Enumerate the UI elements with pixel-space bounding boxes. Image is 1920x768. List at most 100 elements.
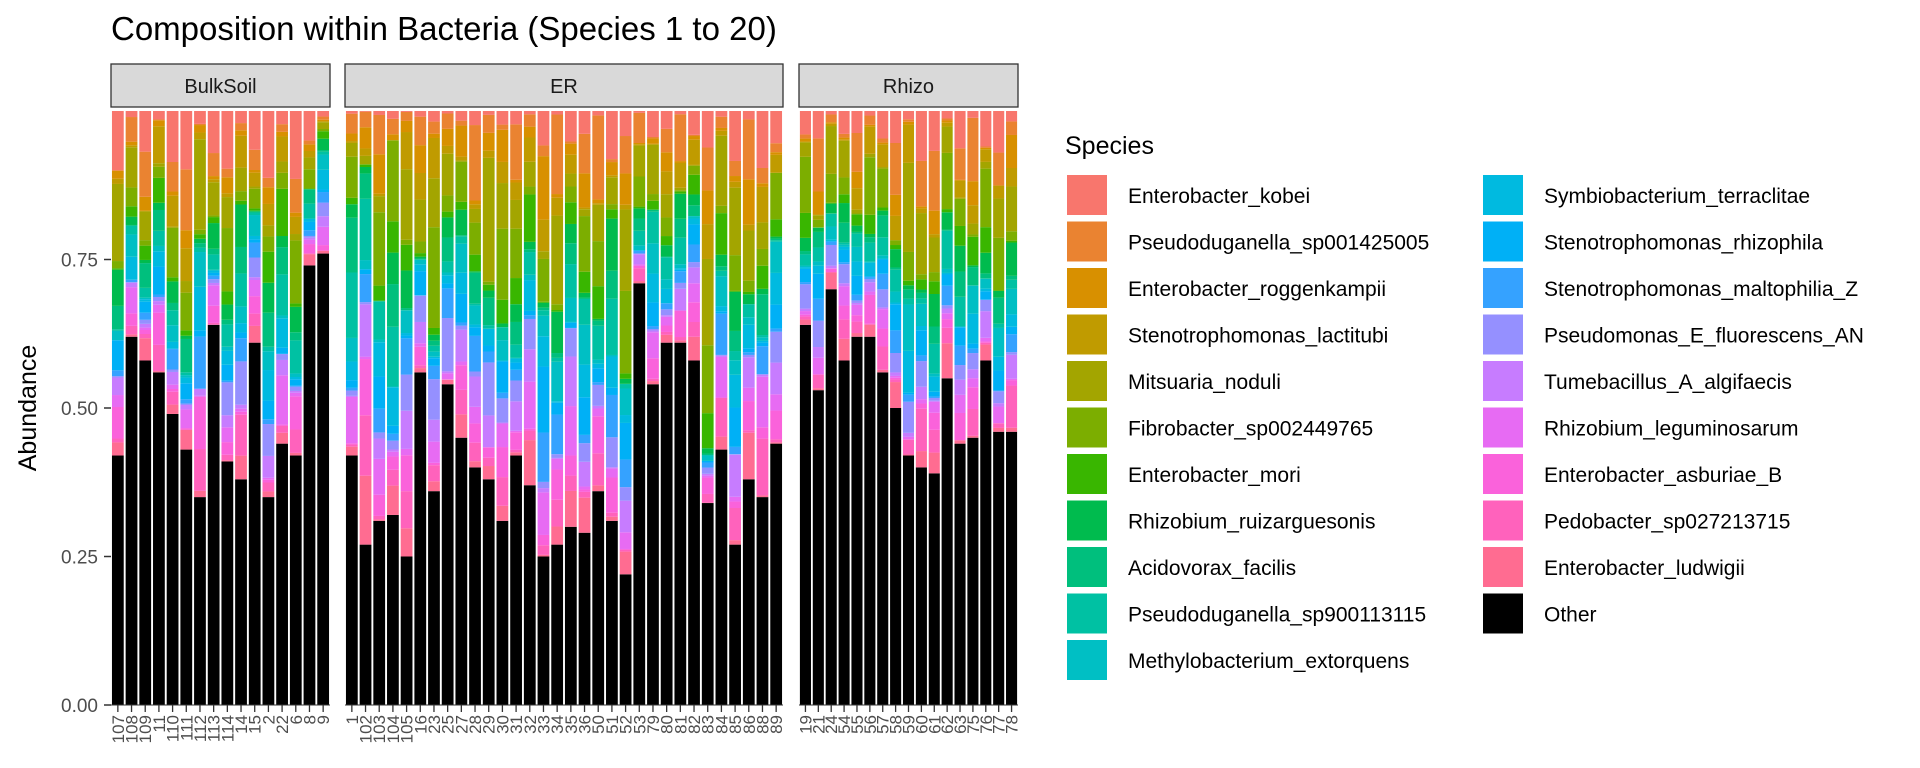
bar-segment-other [317,253,330,705]
bar-segment-stenotrophomonas_rhizophila [469,327,481,336]
bar-segment-enterobacter_mori [523,194,536,242]
bar-segment-stenotrophomonas_lactitubi [221,193,234,198]
bar-segment-enterobacter_kobei [812,111,824,139]
bar-segment-enterobacter_roggenkampii [303,144,316,151]
bar-segment-enterobacter_ludwigii [387,485,399,515]
legend-item-enterobacter_asburiae_b: Enterobacter_asburiae_B [1483,454,1782,494]
bar-segment-enterobacter_mori [633,206,646,209]
bar-segment-pedobacter_sp027213715 [967,408,979,436]
bar-segment-pseudomonas_e_fluorescens_an [276,354,288,360]
bar-segment-fibrobacter_sp002449765 [825,173,837,203]
bar-segment-symbiobacterium_terraclitae [373,342,386,377]
bar-segment-stenotrophomonas_lactitubi [139,210,152,212]
bar-segment-symbiobacterium_terraclitae [523,280,536,311]
bar-segment-tumebacillus_a_algifaecis [633,254,646,265]
legend-label: Stenotrophomonas_maltophilia_Z [1544,278,1858,301]
bar-segment-rhizobium_ruizarguesonis [980,252,992,274]
bar-segment-stenotrophomonas_maltophilia_z [523,315,536,319]
bar-segment-enterobacter_kobei [715,111,728,117]
bar-segment-acidovorax_facilis [660,256,673,258]
bar-segment-pedobacter_sp027213715 [359,415,372,476]
legend-swatch [1067,500,1107,541]
bar-segment-fibrobacter_sp002449765 [262,236,275,252]
bar-segment-rhizobium_leguminosarum [851,304,863,316]
bar-segment-tumebacillus_a_algifaecis [954,379,966,395]
bar-segment-pedobacter_sp027213715 [289,429,302,453]
bar-segment-mitsuaria_noduli [510,199,522,229]
bar-segment-pseudomonas_e_fluorescens_an [166,369,179,372]
bar-segment-pseudoduganella_sp900113115 [851,233,863,247]
bar-segment-enterobacter_mori [674,191,687,194]
bar-segment-pseudoduganella_sp001425005 [729,160,741,177]
bar-segment-fibrobacter_sp002449765 [564,186,577,203]
bar-segment-pseudoduganella_sp900113115 [890,269,902,292]
bar-segment-tumebacillus_a_algifaecis [799,308,811,312]
bar-segment-rhizobium_leguminosarum [469,406,481,424]
bar-er-89 [770,111,783,705]
bar-segment-rhizobium_leguminosarum [606,468,618,478]
bar-segment-stenotrophomonas_lactitubi [688,139,700,165]
bar-segment-fibrobacter_sp002449765 [235,191,247,201]
bar-segment-enterobacter_kobei [578,111,591,134]
y-tick-label: 0.00 [61,696,98,717]
bar-segment-enterobacter_ludwigii [111,442,124,456]
bar-segment-enterobacter_asburiae_b [400,455,413,492]
bar-segment-acidovorax_facilis [578,297,591,299]
bar-segment-symbiobacterium_terraclitae [742,324,755,349]
bar-er-31 [510,111,522,705]
bar-segment-enterobacter_mori [660,236,673,246]
bar-segment-enterobacter_asburiae_b [633,265,646,269]
bar-segment-stenotrophomonas_rhizophila [194,330,206,337]
bar-segment-pseudomonas_e_fluorescens_an [967,353,979,370]
bar-segment-other [633,283,646,705]
bar-segment-tumebacillus_a_algifaecis [606,467,618,469]
legend-item-rhizobium_leguminosarum: Rhizobium_leguminosarum [1483,407,1798,448]
legend-label: Enterobacter_roggenkampii [1128,278,1386,301]
bar-segment-enterobacter_roggenkampii [194,125,206,133]
x-tick-label: 30 [493,715,512,734]
bar-segment-rhizobium_ruizarguesonis [153,202,165,210]
bar-segment-mitsuaria_noduli [523,161,536,187]
bar-segment-stenotrophomonas_rhizophila [812,273,824,299]
bar-segment-enterobacter_asburiae_b [111,407,124,439]
bar-segment-rhizobium_ruizarguesonis [993,290,1005,298]
bar-segment-enterobacter_roggenkampii [902,121,915,125]
bar-segment-enterobacter_asburiae_b [967,387,979,409]
x-tick-label: 112 [191,715,210,742]
bar-segment-rhizobium_leguminosarum [303,239,316,245]
bar-segment-stenotrophomonas_maltophilia_z [221,380,234,383]
y-tick-label: 0.50 [61,399,98,420]
bar-segment-other [125,336,138,705]
bar-segment-acidovorax_facilis [125,224,138,226]
bar-segment-stenotrophomonas_maltophilia_z [701,462,714,468]
bar-segment-stenotrophomonas_maltophilia_z [387,433,399,441]
bar-segment-enterobacter_roggenkampii [770,152,783,155]
bar-segment-enterobacter_ludwigii [235,455,247,480]
bar-segment-enterobacter_roggenkampii [564,143,577,155]
bar-segment-fibrobacter_sp002449765 [770,172,783,220]
bar-segment-pedobacter_sp027213715 [729,508,741,541]
bar-segment-enterobacter_kobei [993,111,1005,153]
bar-er-105 [400,111,413,705]
bar-segment-stenotrophomonas_lactitubi [877,144,889,168]
bar-segment-acidovorax_facilis [647,209,659,212]
bar-segment-enterobacter_ludwigii [993,427,1005,432]
bar-segment-fibrobacter_sp002449765 [890,240,902,246]
bar-segment-pseudomonas_e_fluorescens_an [248,257,261,278]
legend-swatch [1483,407,1523,448]
bar-segment-stenotrophomonas_lactitubi [967,205,979,224]
bar-segment-stenotrophomonas_lactitubi [578,207,591,210]
bar-segment-enterobacter_mori [414,253,427,257]
bar-segment-enterobacter_asburiae_b [606,477,618,513]
bar-segment-enterobacter_roggenkampii [153,120,165,127]
bar-segment-symbiobacterium_terraclitae [825,239,837,241]
bar-segment-stenotrophomonas_lactitubi [455,156,468,161]
bar-segment-symbiobacterium_terraclitae [967,313,979,344]
x-tick-label: 19 [796,715,815,734]
legend-swatch [1067,221,1107,262]
legend-item-tumebacillus_a_algifaecis: Tumebacillus_A_algifaecis [1483,361,1792,401]
bar-segment-enterobacter_roggenkampii [221,177,234,194]
facet-panel-er: ER11021031041051623252728293031323334353… [343,63,786,743]
y-axis-label: Abundance [14,345,42,472]
bar-segment-rhizobium_leguminosarum [770,394,783,411]
